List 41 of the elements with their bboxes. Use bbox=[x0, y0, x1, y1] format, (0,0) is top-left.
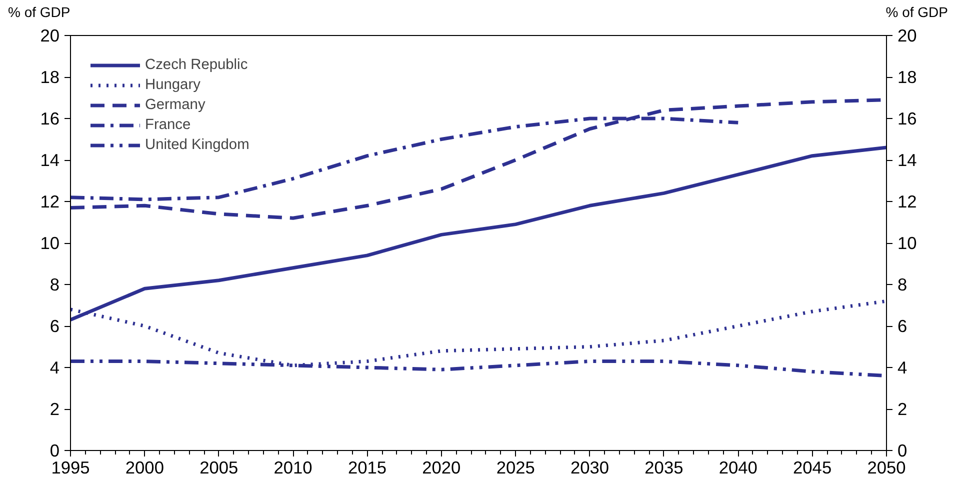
y-tick-label: 8 bbox=[50, 274, 60, 294]
y-tick-label: 18 bbox=[40, 67, 60, 87]
y2-tick-label: 6 bbox=[898, 316, 908, 336]
y2-tick-label: 16 bbox=[898, 108, 917, 128]
y-axis-title: % of GDP bbox=[8, 3, 70, 22]
x-tick-label: 2050 bbox=[867, 458, 906, 478]
x-tick-label: 2045 bbox=[793, 458, 832, 478]
x-tick-label: 1995 bbox=[51, 458, 90, 478]
y2-tick-label: 2 bbox=[898, 399, 908, 419]
x-tick-label: 2040 bbox=[718, 458, 758, 478]
y-tick-label: 14 bbox=[40, 150, 60, 170]
legend-label: Hungary bbox=[145, 77, 200, 93]
y2-tick-label: 12 bbox=[898, 192, 917, 212]
y-tick-label: 6 bbox=[50, 316, 60, 336]
y-tick-label: 20 bbox=[40, 26, 60, 46]
y-tick-label: 0 bbox=[50, 440, 60, 460]
legend-label: France bbox=[145, 117, 191, 133]
x-tick-label: 2015 bbox=[348, 458, 387, 478]
y2-tick-label: 10 bbox=[898, 233, 917, 253]
x-tick-label: 2005 bbox=[200, 458, 238, 478]
x-tick-label: 2000 bbox=[125, 458, 164, 478]
y2-tick-label: 14 bbox=[898, 150, 918, 170]
legend-label: Germany bbox=[145, 97, 206, 113]
x-tick-label: 2020 bbox=[422, 458, 461, 478]
legend-label: United Kingdom bbox=[145, 137, 250, 153]
x-tick-label: 2035 bbox=[644, 458, 684, 478]
legend-label: Czech Republic bbox=[145, 57, 248, 73]
y2-tick-label: 4 bbox=[898, 358, 908, 378]
y2-tick-label: 20 bbox=[898, 26, 917, 46]
y2-tick-label: 0 bbox=[898, 440, 908, 460]
y-tick-label: 2 bbox=[50, 399, 60, 419]
x-tick-label: 2030 bbox=[570, 458, 610, 478]
y-tick-label: 4 bbox=[50, 358, 60, 378]
y-tick-label: 16 bbox=[40, 108, 60, 128]
y-tick-label: 10 bbox=[40, 233, 60, 253]
x-tick-label: 2010 bbox=[274, 458, 312, 478]
x-tick-label: 2025 bbox=[496, 458, 535, 478]
y-tick-label: 12 bbox=[40, 192, 60, 212]
y2-axis-title: % of GDP bbox=[886, 3, 948, 22]
y2-tick-label: 8 bbox=[898, 274, 908, 294]
y2-tick-label: 18 bbox=[898, 67, 917, 87]
